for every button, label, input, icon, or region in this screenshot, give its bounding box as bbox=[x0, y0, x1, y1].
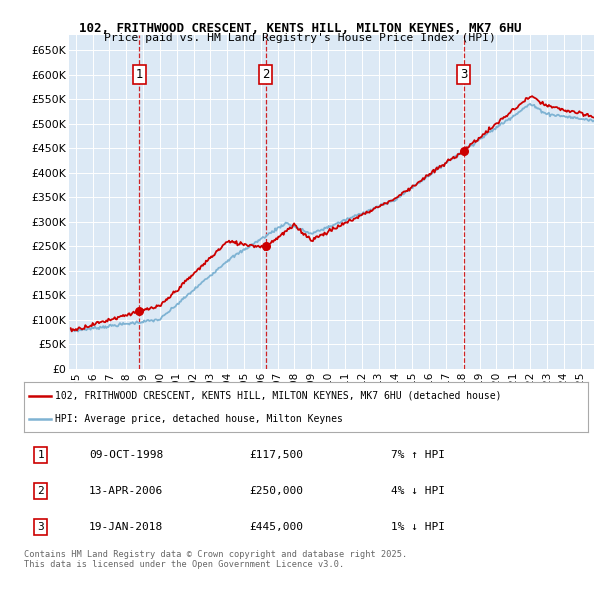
Text: 2: 2 bbox=[38, 486, 44, 496]
Text: 7% ↑ HPI: 7% ↑ HPI bbox=[391, 450, 445, 460]
Text: HPI: Average price, detached house, Milton Keynes: HPI: Average price, detached house, Milt… bbox=[55, 414, 343, 424]
Text: 102, FRITHWOOD CRESCENT, KENTS HILL, MILTON KEYNES, MK7 6HU: 102, FRITHWOOD CRESCENT, KENTS HILL, MIL… bbox=[79, 22, 521, 35]
Text: 1: 1 bbox=[38, 450, 44, 460]
Text: Price paid vs. HM Land Registry's House Price Index (HPI): Price paid vs. HM Land Registry's House … bbox=[104, 33, 496, 43]
Text: 3: 3 bbox=[38, 522, 44, 532]
Text: £117,500: £117,500 bbox=[250, 450, 304, 460]
Text: 1% ↓ HPI: 1% ↓ HPI bbox=[391, 522, 445, 532]
Text: 3: 3 bbox=[460, 68, 467, 81]
Text: 4% ↓ HPI: 4% ↓ HPI bbox=[391, 486, 445, 496]
Text: 19-JAN-2018: 19-JAN-2018 bbox=[89, 522, 163, 532]
Text: 09-OCT-1998: 09-OCT-1998 bbox=[89, 450, 163, 460]
Text: £445,000: £445,000 bbox=[250, 522, 304, 532]
Text: 13-APR-2006: 13-APR-2006 bbox=[89, 486, 163, 496]
Text: £250,000: £250,000 bbox=[250, 486, 304, 496]
Text: Contains HM Land Registry data © Crown copyright and database right 2025.
This d: Contains HM Land Registry data © Crown c… bbox=[24, 550, 407, 569]
Text: 102, FRITHWOOD CRESCENT, KENTS HILL, MILTON KEYNES, MK7 6HU (detached house): 102, FRITHWOOD CRESCENT, KENTS HILL, MIL… bbox=[55, 391, 502, 401]
Text: 1: 1 bbox=[136, 68, 143, 81]
Text: 2: 2 bbox=[262, 68, 269, 81]
